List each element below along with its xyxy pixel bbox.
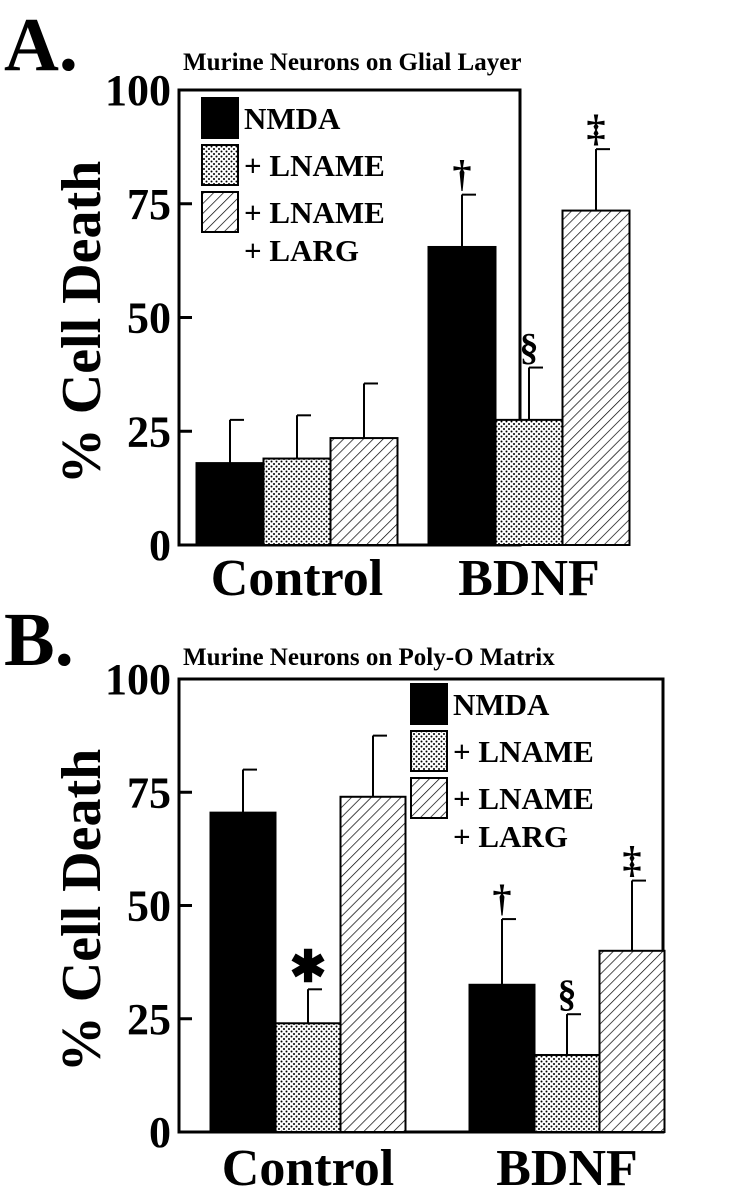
chart-title: Murine Neurons on Poly-O Matrix: [183, 644, 555, 671]
x-tick-label: BDNF: [496, 1140, 638, 1197]
y-tick-label: 25: [127, 995, 171, 1044]
legend: NMDA+ LNAME+ LNAME + LARG: [410, 683, 594, 854]
legend-label-line: + LNAME: [244, 148, 385, 183]
y-tick-label: 100: [105, 655, 171, 704]
bar: [533, 1053, 601, 1133]
bar: [274, 1022, 342, 1134]
significance-marker: ✱: [290, 942, 327, 991]
chart-panel-a: A. Murine Neurons on Glial Layer 0 25 50 75 10…: [4, 3, 631, 607]
legend-label: + LNAME: [244, 148, 385, 183]
legend-swatch: [201, 97, 239, 139]
x-tick-label: Control: [211, 550, 383, 607]
bar: [329, 437, 399, 547]
bar: [339, 795, 407, 1134]
legend-label: + LNAME + LARG: [244, 195, 385, 268]
legend-label: NMDA: [453, 687, 550, 722]
legend-swatch: [410, 777, 448, 819]
x-tick-label: Control: [222, 1140, 394, 1197]
significance-marker: †: [453, 154, 472, 196]
y-tick-label: 0: [149, 521, 171, 570]
y-tick-label: 100: [105, 66, 171, 115]
significance-marker: ‡: [587, 108, 606, 150]
legend-label: + LNAME + LARG: [453, 781, 594, 854]
legend-label: + LNAME: [453, 734, 594, 769]
legend: NMDA+ LNAME+ LNAME + LARG: [201, 97, 385, 268]
bar: [598, 949, 666, 1133]
significance-marker: ‡: [623, 840, 642, 882]
panel-label: A.: [4, 3, 78, 87]
significance-marker: §: [558, 973, 577, 1015]
legend-swatch: [201, 191, 239, 233]
y-tick-label: 25: [127, 407, 171, 456]
bar: [561, 209, 631, 546]
legend-swatch: [410, 730, 448, 772]
legend-label-line: + LARG: [453, 819, 568, 854]
bar: [195, 462, 265, 547]
legend-label-line: NMDA: [244, 101, 341, 136]
chart-panel-b: B. Murine Neurons on Poly-O Matrix 0 25 50 75…: [4, 598, 666, 1197]
panel-label: B.: [4, 598, 74, 682]
legend-label-line: NMDA: [453, 687, 550, 722]
y-tick-label: 50: [127, 882, 171, 931]
legend-label-line: + LARG: [244, 233, 359, 268]
y-tick-label: 75: [127, 180, 171, 229]
bar: [209, 811, 277, 1133]
bar: [427, 245, 497, 546]
significance-marker: §: [520, 327, 539, 369]
legend-label-line: + LNAME: [453, 734, 594, 769]
y-tick-label: 0: [149, 1108, 171, 1157]
x-tick-label: BDNF: [458, 550, 600, 607]
legend-label: NMDA: [244, 101, 341, 136]
y-tick-label: 75: [127, 768, 171, 817]
legend-label-line: + LNAME: [244, 195, 385, 230]
legend-swatch: [201, 144, 239, 186]
legend-label-line: + LNAME: [453, 781, 594, 816]
bar: [494, 418, 564, 546]
y-tick-label: 50: [127, 294, 171, 343]
bar: [262, 457, 332, 546]
y-axis-label: % Cell Death: [51, 749, 113, 1073]
legend-swatch: [410, 683, 448, 725]
y-axis-label: % Cell Death: [51, 161, 113, 485]
bar: [468, 983, 536, 1134]
significance-marker: †: [493, 878, 512, 920]
chart-title: Murine Neurons on Glial Layer: [183, 49, 521, 76]
